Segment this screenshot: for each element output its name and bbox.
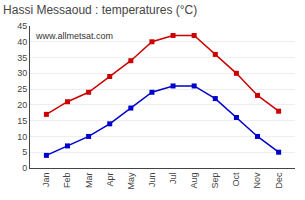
svg-text:Nov: Nov	[252, 172, 262, 189]
svg-text:Apr: Apr	[105, 173, 115, 187]
svg-text:Dec: Dec	[274, 172, 284, 189]
svg-text:Aug: Aug	[189, 173, 199, 189]
svg-text:May: May	[126, 172, 136, 190]
svg-text:Jan: Jan	[41, 173, 51, 188]
svg-text:0: 0	[22, 163, 27, 173]
svg-text:35: 35	[17, 53, 27, 63]
svg-text:10: 10	[17, 132, 27, 142]
svg-text:Sep: Sep	[210, 173, 220, 189]
svg-text:Mar: Mar	[84, 173, 94, 189]
svg-text:Feb: Feb	[62, 173, 72, 189]
svg-text:www.allmetsat.com: www.allmetsat.com	[35, 31, 113, 41]
svg-text:45: 45	[17, 21, 27, 31]
svg-text:20: 20	[17, 100, 27, 110]
svg-text:Hassi Messaoud : temperatures: Hassi Messaoud : temperatures (°C)	[3, 3, 197, 17]
svg-text:5: 5	[22, 147, 27, 157]
svg-text:25: 25	[17, 84, 27, 94]
svg-text:30: 30	[17, 68, 27, 78]
svg-text:15: 15	[17, 116, 27, 126]
svg-text:40: 40	[17, 37, 27, 47]
svg-text:Jul: Jul	[168, 173, 178, 185]
svg-text:Oct: Oct	[231, 172, 241, 187]
svg-text:Jun: Jun	[147, 173, 157, 188]
